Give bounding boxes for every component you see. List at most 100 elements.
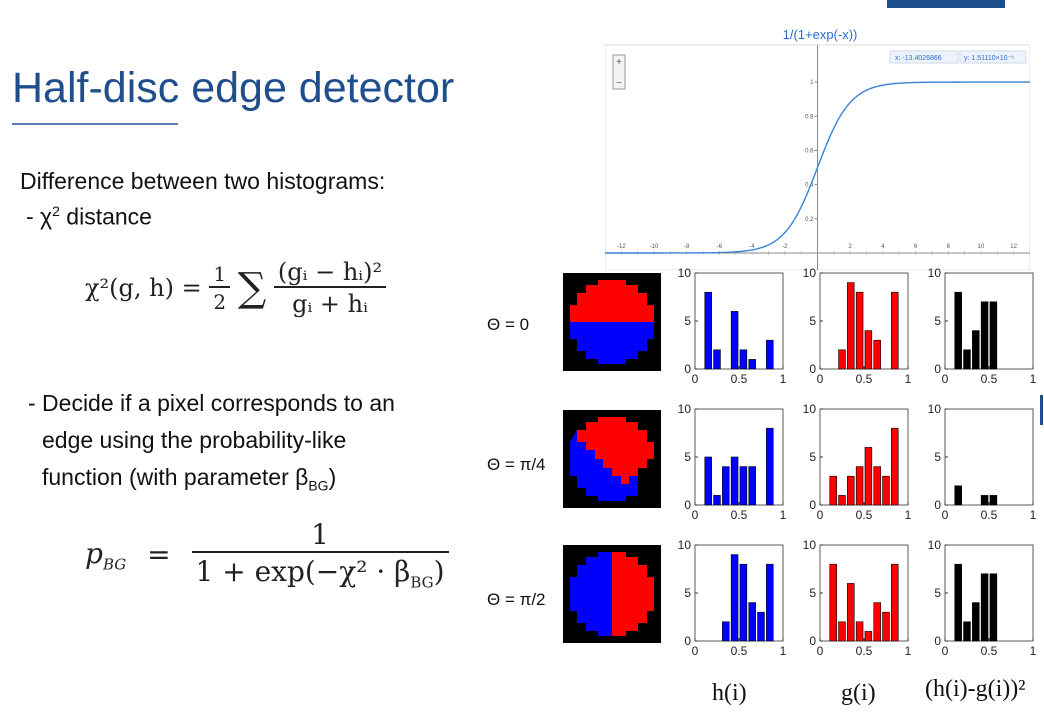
histogram-bar: [980, 573, 989, 642]
sigmoid-x-tick-label: 12: [1010, 244, 1017, 250]
histogram-bar: [704, 456, 712, 506]
y-readout-box: [959, 50, 1027, 64]
histogram-bar: [766, 427, 774, 506]
hist-x-tick-label: 0: [942, 508, 949, 522]
histogram-bar: [855, 621, 864, 642]
sigmoid-y-tick-label: 0.2: [805, 217, 814, 223]
histogram-bar: [838, 349, 846, 370]
hist-x-tick-label: 1: [1030, 372, 1037, 386]
hist-y-tick-label: 0: [684, 634, 691, 648]
intro-text: Difference between two histograms:: [20, 168, 386, 194]
histogram-bar: [748, 359, 756, 370]
histogram-bar: [954, 563, 962, 642]
histogram-bar: [989, 301, 998, 370]
hist-x-tick-label: 1: [780, 508, 787, 522]
histogram-1-1: 0 5 10 0 0.5 1: [678, 266, 787, 386]
histogram-1-2: 0 5 10 0 0.5 1: [803, 266, 912, 386]
sigmoid-y-tick-label: 0.6: [805, 148, 814, 154]
hist-x-tick-label: 1: [905, 508, 912, 522]
hist-y-tick-label: 10: [928, 266, 942, 280]
bullet-chi-prefix: - χ: [26, 203, 53, 230]
caption-diff: (h(i)-g(i))²: [925, 676, 1026, 702]
x-readout: x: -13.4026866: [895, 55, 942, 62]
caption-h: h(i): [712, 680, 747, 706]
halfdisc-pi2-blue: [570, 552, 612, 636]
histogram-bar: [730, 456, 739, 506]
hist-y-tick-label: 10: [928, 402, 942, 416]
chi-half-fraction: 1 2: [209, 262, 231, 314]
zoom-out-icon[interactable]: −: [616, 78, 622, 89]
sigmoid-plot-area: -12 -10 -8 -6 -4 -2 2 4 6 8 10 12 0.2 0.4 0.6 0.8 1: [605, 45, 1030, 270]
caption-g: g(i): [841, 680, 876, 706]
chi-main-fraction: (gᵢ − hᵢ)² gᵢ + hᵢ: [273, 258, 387, 318]
sigmoid-y-tick-label: 0.8: [805, 114, 814, 120]
hist-x-tick-label: 0: [692, 372, 699, 386]
hist-y-tick-label: 0: [934, 498, 941, 512]
hist-y-tick-label: 5: [684, 314, 691, 328]
hist-x-tick-label: 0.5: [731, 508, 748, 522]
histogram-bar: [989, 573, 998, 642]
p-symbol: p: [85, 536, 103, 570]
histogram-bar: [891, 563, 899, 642]
sigmoid-x-tick-label: -4: [749, 244, 755, 250]
hist-x-tick-label: 0.5: [981, 644, 998, 658]
p-fraction: 1 1 + exp(−χ² · βBG): [191, 518, 449, 592]
hist-y-tick-label: 10: [928, 538, 942, 552]
hist-x-tick-label: 0: [942, 644, 949, 658]
hist-x-tick-label: 0: [817, 644, 824, 658]
theta-label-pi4: Θ = π/4: [487, 455, 546, 474]
histogram-bar: [882, 475, 890, 506]
sigmoid-title: 1/(1+exp(-x)): [783, 27, 858, 42]
hist-x-tick-label: 1: [905, 644, 912, 658]
chi-num: (gᵢ − hᵢ)²: [277, 258, 383, 286]
zoom-track[interactable]: [612, 54, 626, 90]
hist-y-tick-label: 10: [803, 266, 817, 280]
histogram-bar: [838, 621, 846, 642]
histogram-bar: [847, 583, 855, 642]
histogram-bar: [891, 427, 899, 506]
hist-x-tick-label: 0: [692, 644, 699, 658]
histogram-bar: [972, 330, 980, 370]
hist-x-tick-label: 0.5: [856, 372, 873, 386]
halfdisc-theta-pi4: [563, 410, 661, 508]
histogram-bar: [963, 621, 971, 642]
histogram-bar: [882, 611, 890, 642]
hist-x-tick-label: 1: [1030, 508, 1037, 522]
halfdisc-0-blue: [570, 322, 654, 364]
zoom-control[interactable]: + −: [612, 54, 626, 90]
hist-y-tick-label: 5: [809, 586, 816, 600]
histogram-bar: [704, 291, 712, 370]
histogram-bar: [838, 495, 846, 506]
histogram-bar: [855, 291, 864, 370]
histogram-bar: [873, 339, 881, 370]
bullet-decide-line2: edge using the probability-like: [42, 427, 347, 453]
sigmoid-y-tick-label: 1: [810, 80, 814, 86]
histogram-2-2: 0 5 10 0 0.5 1: [803, 402, 912, 522]
histogram-bar: [855, 466, 864, 506]
title-underline: [12, 123, 178, 125]
histogram-bar: [980, 301, 989, 370]
histogram-bar: [864, 631, 873, 642]
p-den-main: 1 + exp(−χ² · β: [195, 555, 411, 588]
histogram-bar: [739, 466, 748, 506]
sum-symbol: ∑: [237, 265, 267, 311]
halfdisc-theta-0: [563, 273, 661, 371]
top-accent-bar: [887, 0, 1005, 8]
bullet-chi-suffix: distance: [59, 203, 152, 230]
p-den: 1 + exp(−χ² · βBG): [191, 551, 449, 592]
histogram-bar: [730, 311, 739, 370]
sigmoid-x-tick-label: -6: [717, 244, 723, 250]
chi-half-num: 1: [213, 262, 227, 286]
zoom-in-icon[interactable]: +: [616, 57, 622, 68]
histogram-bar: [829, 563, 837, 642]
hist-y-tick-label: 0: [934, 634, 941, 648]
histogram-bar: [980, 495, 989, 506]
theta-label-0: Θ = 0: [487, 315, 530, 334]
hist-y-tick-label: 5: [934, 450, 941, 464]
page-title: Half-disc edge detector: [12, 64, 455, 112]
histogram-bar: [739, 349, 748, 370]
halfdisc-theta-pi2: [563, 545, 661, 643]
histogram-bar: [766, 339, 774, 370]
histogram-bar: [730, 554, 739, 642]
